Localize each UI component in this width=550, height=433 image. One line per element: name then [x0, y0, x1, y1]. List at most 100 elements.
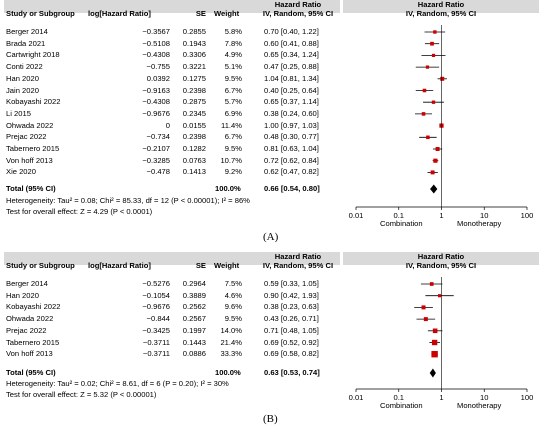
study-marker — [431, 339, 438, 346]
study-se: 0.1413 — [182, 167, 206, 177]
plot-hr-sub: IV, Random, 95% CI — [405, 261, 477, 270]
study-name: Jain 2020 — [6, 85, 39, 95]
study-se: 0.2398 — [182, 132, 206, 142]
study-loghr: −0.478 — [146, 167, 170, 177]
study-marker — [440, 76, 445, 81]
study-name: Cartwright 2018 — [6, 50, 60, 60]
study-weight: 9.2% — [224, 167, 242, 177]
study-loghr: −0.4308 — [142, 97, 170, 107]
study-loghr: −0.3711 — [142, 349, 170, 359]
study-name: Von hoff 2013 — [6, 155, 53, 165]
study-loghr: −0.4308 — [142, 50, 170, 60]
study-name: Li 2015 — [6, 108, 31, 118]
study-ci: 1.00 [0.97, 1.03] — [264, 120, 319, 130]
study-loghr: −0.5276 — [142, 279, 170, 288]
study-ci: 0.72 [0.62, 0.84] — [264, 155, 319, 165]
x-tick-label: 0.01 — [348, 393, 364, 402]
total-label: Total (95% CI) — [6, 184, 56, 193]
study-marker — [422, 88, 427, 93]
study-se: 0.0155 — [182, 120, 206, 130]
overall-effect-text: Test for overall effect: Z = 4.29 (P < 0… — [6, 207, 153, 216]
study-se: 0.1282 — [182, 144, 206, 153]
study-loghr: 0.0392 — [146, 73, 170, 83]
study-loghr: −0.3425 — [142, 325, 170, 335]
plot-hr-title: Hazard Ratio — [417, 252, 465, 261]
study-weight: 6.7% — [224, 132, 242, 142]
col-hr-sub: IV, Random, 95% CI — [262, 261, 334, 270]
study-loghr: −0.9163 — [142, 85, 170, 95]
study-loghr: −0.734 — [146, 132, 170, 142]
study-se: 0.1443 — [182, 337, 206, 347]
study-ci: 0.60 [0.41, 0.88] — [264, 38, 319, 48]
study-loghr: −0.3285 — [142, 155, 170, 165]
study-marker — [426, 135, 430, 140]
study-ci: 0.38 [0.24, 0.60] — [264, 108, 319, 118]
x-tick-label: 0.01 — [348, 211, 364, 220]
col-study-header: Study or Subgroup — [6, 261, 75, 270]
study-name: Brada 2021 — [6, 38, 46, 48]
panel-label-a: (A) — [263, 231, 279, 243]
study-weight: 6.9% — [224, 108, 242, 118]
study-weight: 4.9% — [224, 50, 242, 60]
col-weight-header: Weight — [214, 261, 240, 270]
plot-hr-title: Hazard Ratio — [417, 0, 465, 9]
study-se: 0.2345 — [182, 108, 206, 118]
total-ci: 0.63 [0.53, 0.74] — [264, 368, 320, 377]
col-weight-header: Weight — [214, 9, 240, 18]
study-marker — [423, 317, 428, 322]
study-name: Xie 2020 — [6, 167, 36, 177]
study-ci: 0.38 [0.23, 0.63] — [264, 302, 319, 312]
study-se: 0.2875 — [182, 97, 206, 107]
study-loghr: −0.3711 — [142, 337, 170, 347]
x-tick-label: 1 — [439, 393, 444, 402]
study-se: 0.2567 — [182, 314, 206, 324]
panel-label-b: (B) — [263, 413, 278, 425]
study-weight: 9.5% — [224, 144, 242, 153]
study-marker — [433, 158, 438, 163]
forest-plot-b: Study or Subgroup log[Hazard Ratio] SE W… — [0, 252, 550, 410]
col-loghr-header: log[Hazard Ratio] — [88, 261, 151, 270]
plot-hr-sub: IV, Random, 95% CI — [405, 9, 477, 18]
study-marker — [431, 351, 438, 358]
study-ci: 0.40 [0.25, 0.64] — [264, 85, 319, 95]
pooled-diamond — [430, 184, 438, 194]
study-name: Kobayashi 2022 — [6, 97, 61, 107]
study-weight: 6.7% — [224, 85, 242, 95]
study-name: Prejac 2022 — [6, 132, 47, 142]
study-marker — [429, 282, 434, 286]
total-weight: 100.0% — [215, 368, 241, 377]
study-weight: 5.8% — [224, 27, 242, 36]
study-weight: 4.6% — [224, 290, 242, 300]
table-header-bar — [4, 252, 340, 265]
col-hr-sub: IV, Random, 95% CI — [262, 9, 334, 18]
col-study-header: Study or Subgroup — [6, 9, 75, 18]
study-ci: 0.59 [0.33, 1.05] — [264, 279, 319, 288]
study-se: 0.1997 — [182, 325, 206, 335]
favours-right-label: Monotherapy — [457, 401, 502, 410]
total-weight: 100.0% — [215, 184, 241, 193]
study-ci: 0.69 [0.52, 0.92] — [264, 337, 319, 347]
study-weight: 9.5% — [224, 73, 242, 83]
study-se: 0.2398 — [182, 85, 206, 95]
favours-left-label: Combination — [380, 401, 423, 410]
study-weight: 7.8% — [224, 38, 242, 48]
favours-right-label: Monotherapy — [457, 219, 502, 228]
col-hr-title: Hazard Ratio — [274, 0, 322, 9]
col-se-header: SE — [195, 261, 206, 270]
study-name: Prejac 2022 — [6, 325, 47, 335]
study-ci: 0.90 [0.42, 1.93] — [264, 290, 319, 300]
favours-left-label: Combination — [380, 219, 423, 228]
table-header-bar — [4, 0, 340, 13]
x-tick-label: 0.1 — [393, 211, 405, 220]
study-se: 0.1943 — [182, 38, 206, 48]
study-ci: 0.43 [0.26, 0.71] — [264, 314, 319, 324]
study-loghr: −0.1054 — [142, 290, 170, 300]
heterogeneity-text: Heterogeneity: Tau² = 0.02; Chi² = 8.61,… — [6, 379, 229, 388]
study-ci: 0.47 [0.25, 0.88] — [264, 62, 319, 72]
study-weight: 10.7% — [220, 155, 242, 165]
study-marker — [430, 170, 435, 175]
study-name: Tabernero 2015 — [6, 337, 60, 347]
study-se: 0.3889 — [182, 290, 206, 300]
study-ci: 0.62 [0.47, 0.82] — [264, 167, 319, 177]
plot-header-bar — [343, 252, 539, 265]
